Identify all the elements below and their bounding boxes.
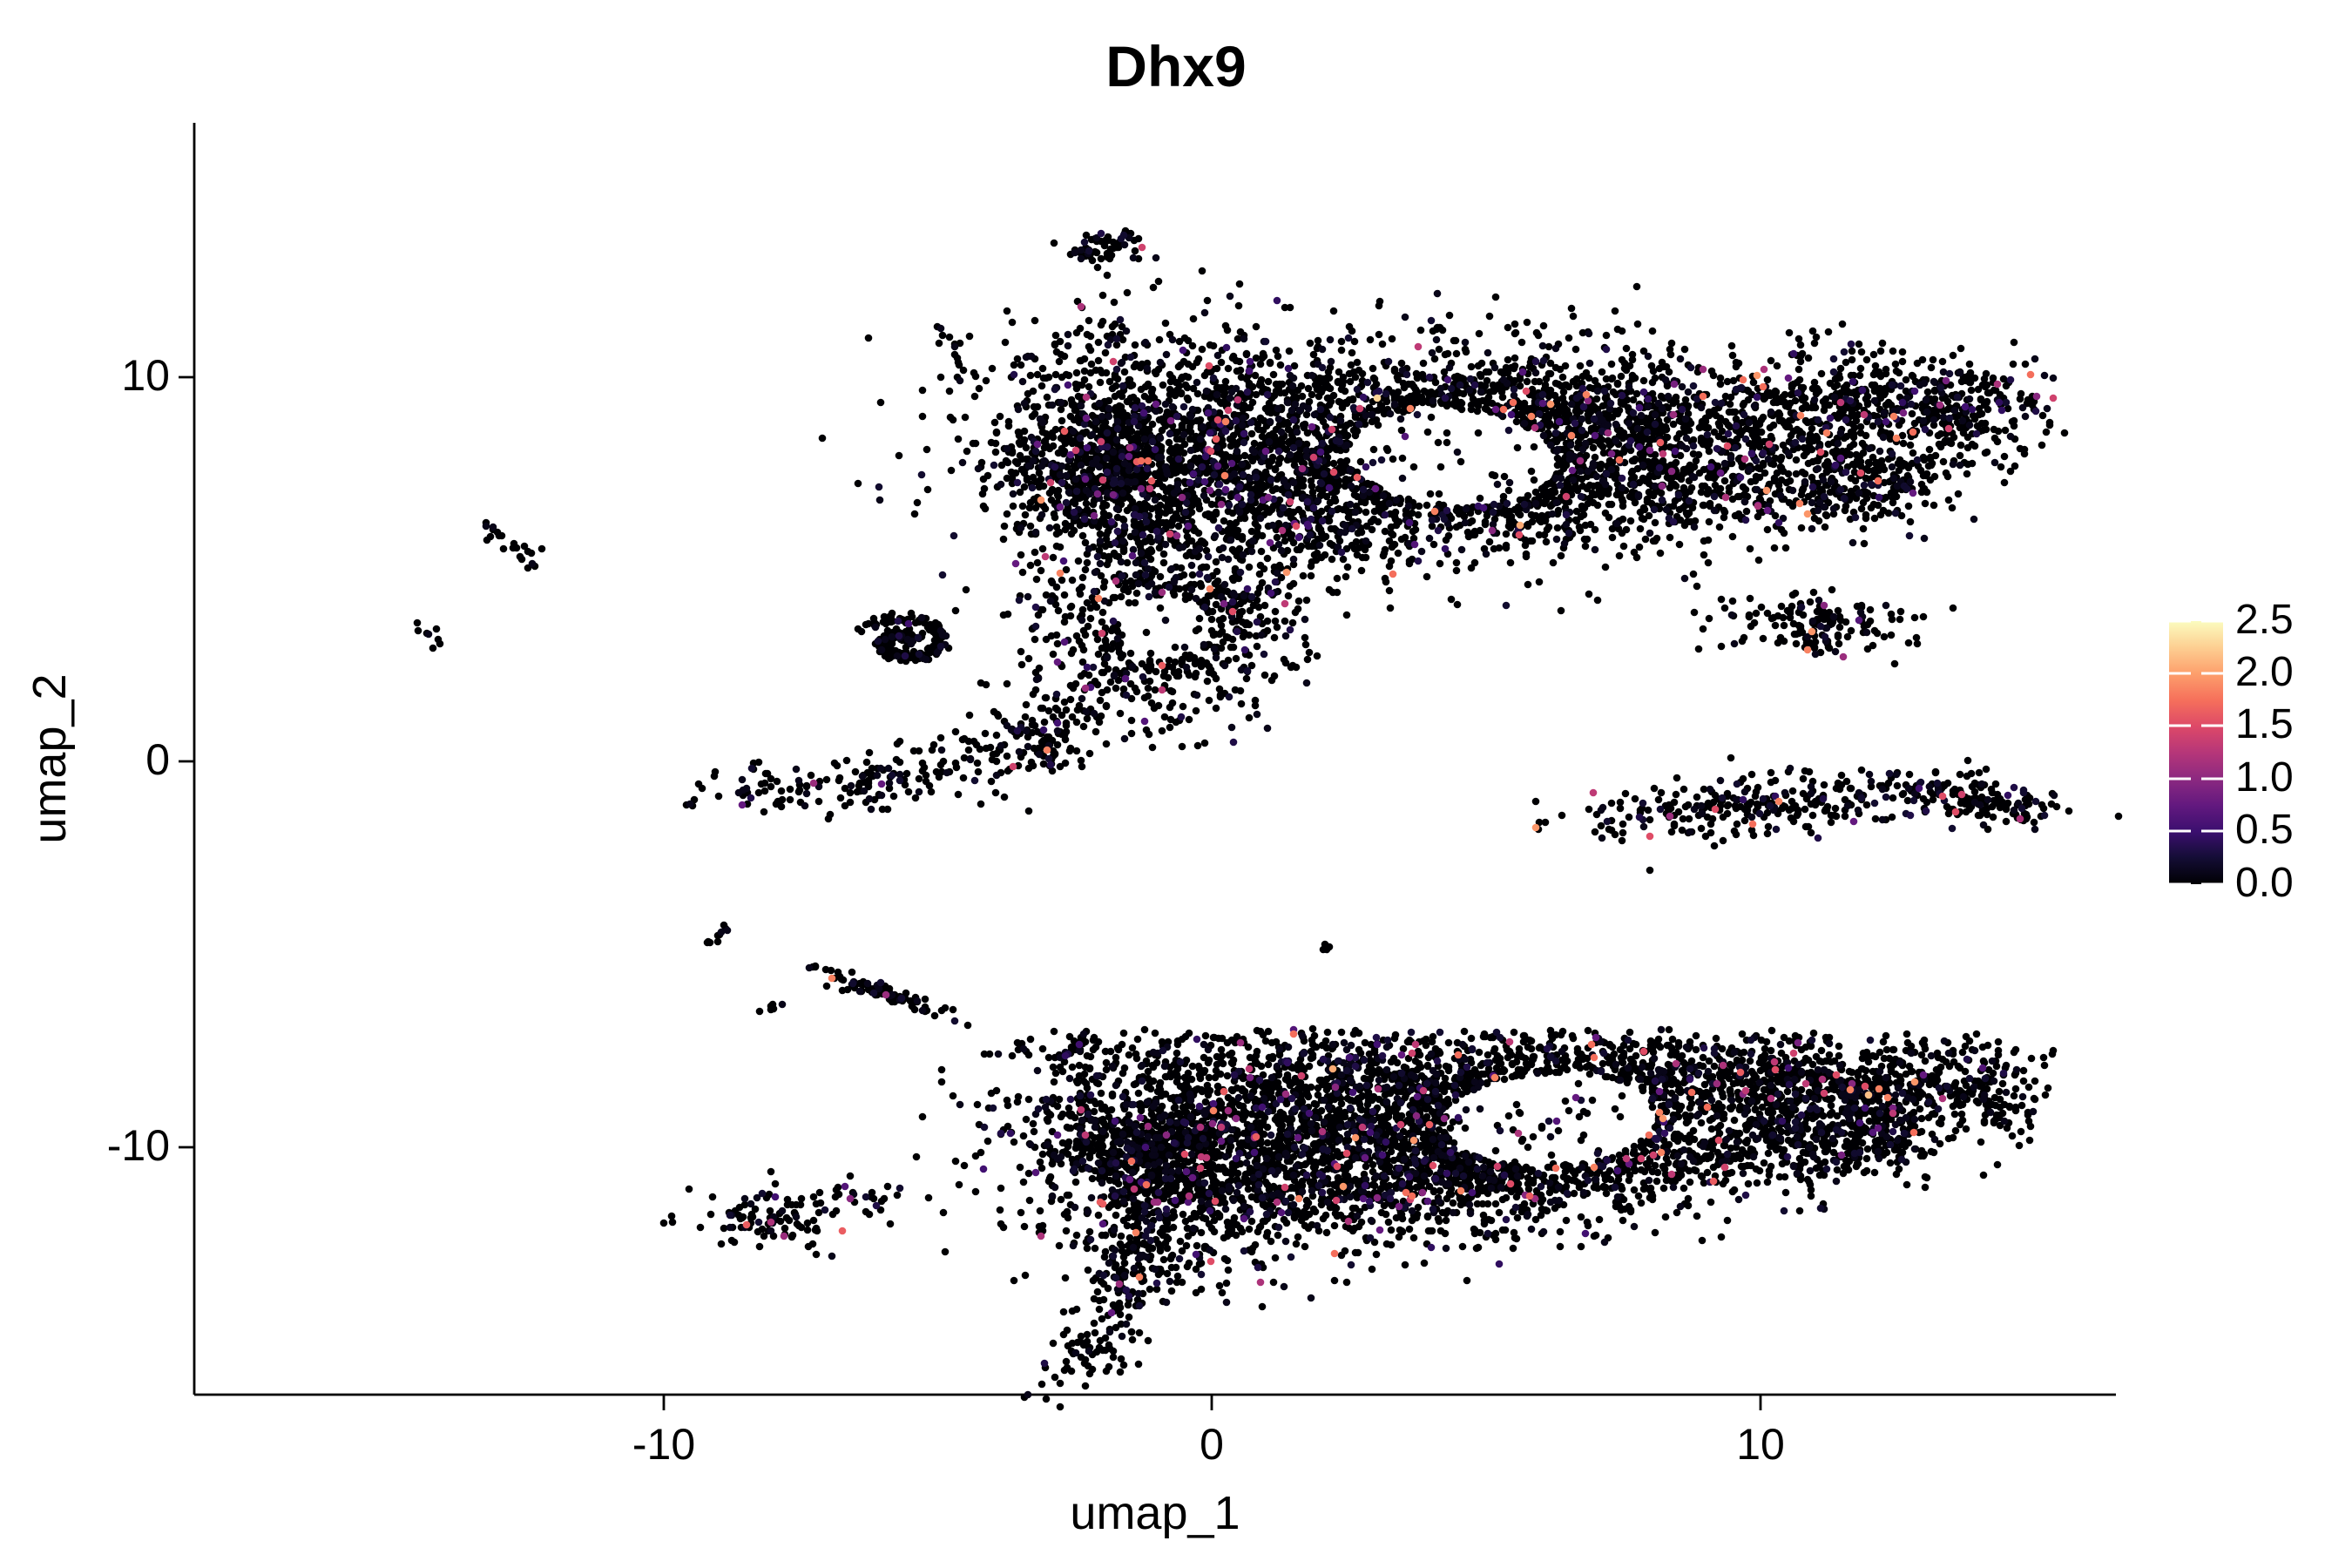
- svg-text:umap_2: umap_2: [24, 673, 76, 843]
- svg-text:umap_1: umap_1: [1070, 1487, 1240, 1539]
- svg-text:10: 10: [121, 351, 170, 400]
- svg-text:-10: -10: [107, 1121, 170, 1170]
- svg-text:10: 10: [1736, 1420, 1785, 1469]
- svg-text:0: 0: [145, 735, 170, 784]
- svg-text:-10: -10: [632, 1420, 695, 1469]
- svg-text:0: 0: [1200, 1420, 1224, 1469]
